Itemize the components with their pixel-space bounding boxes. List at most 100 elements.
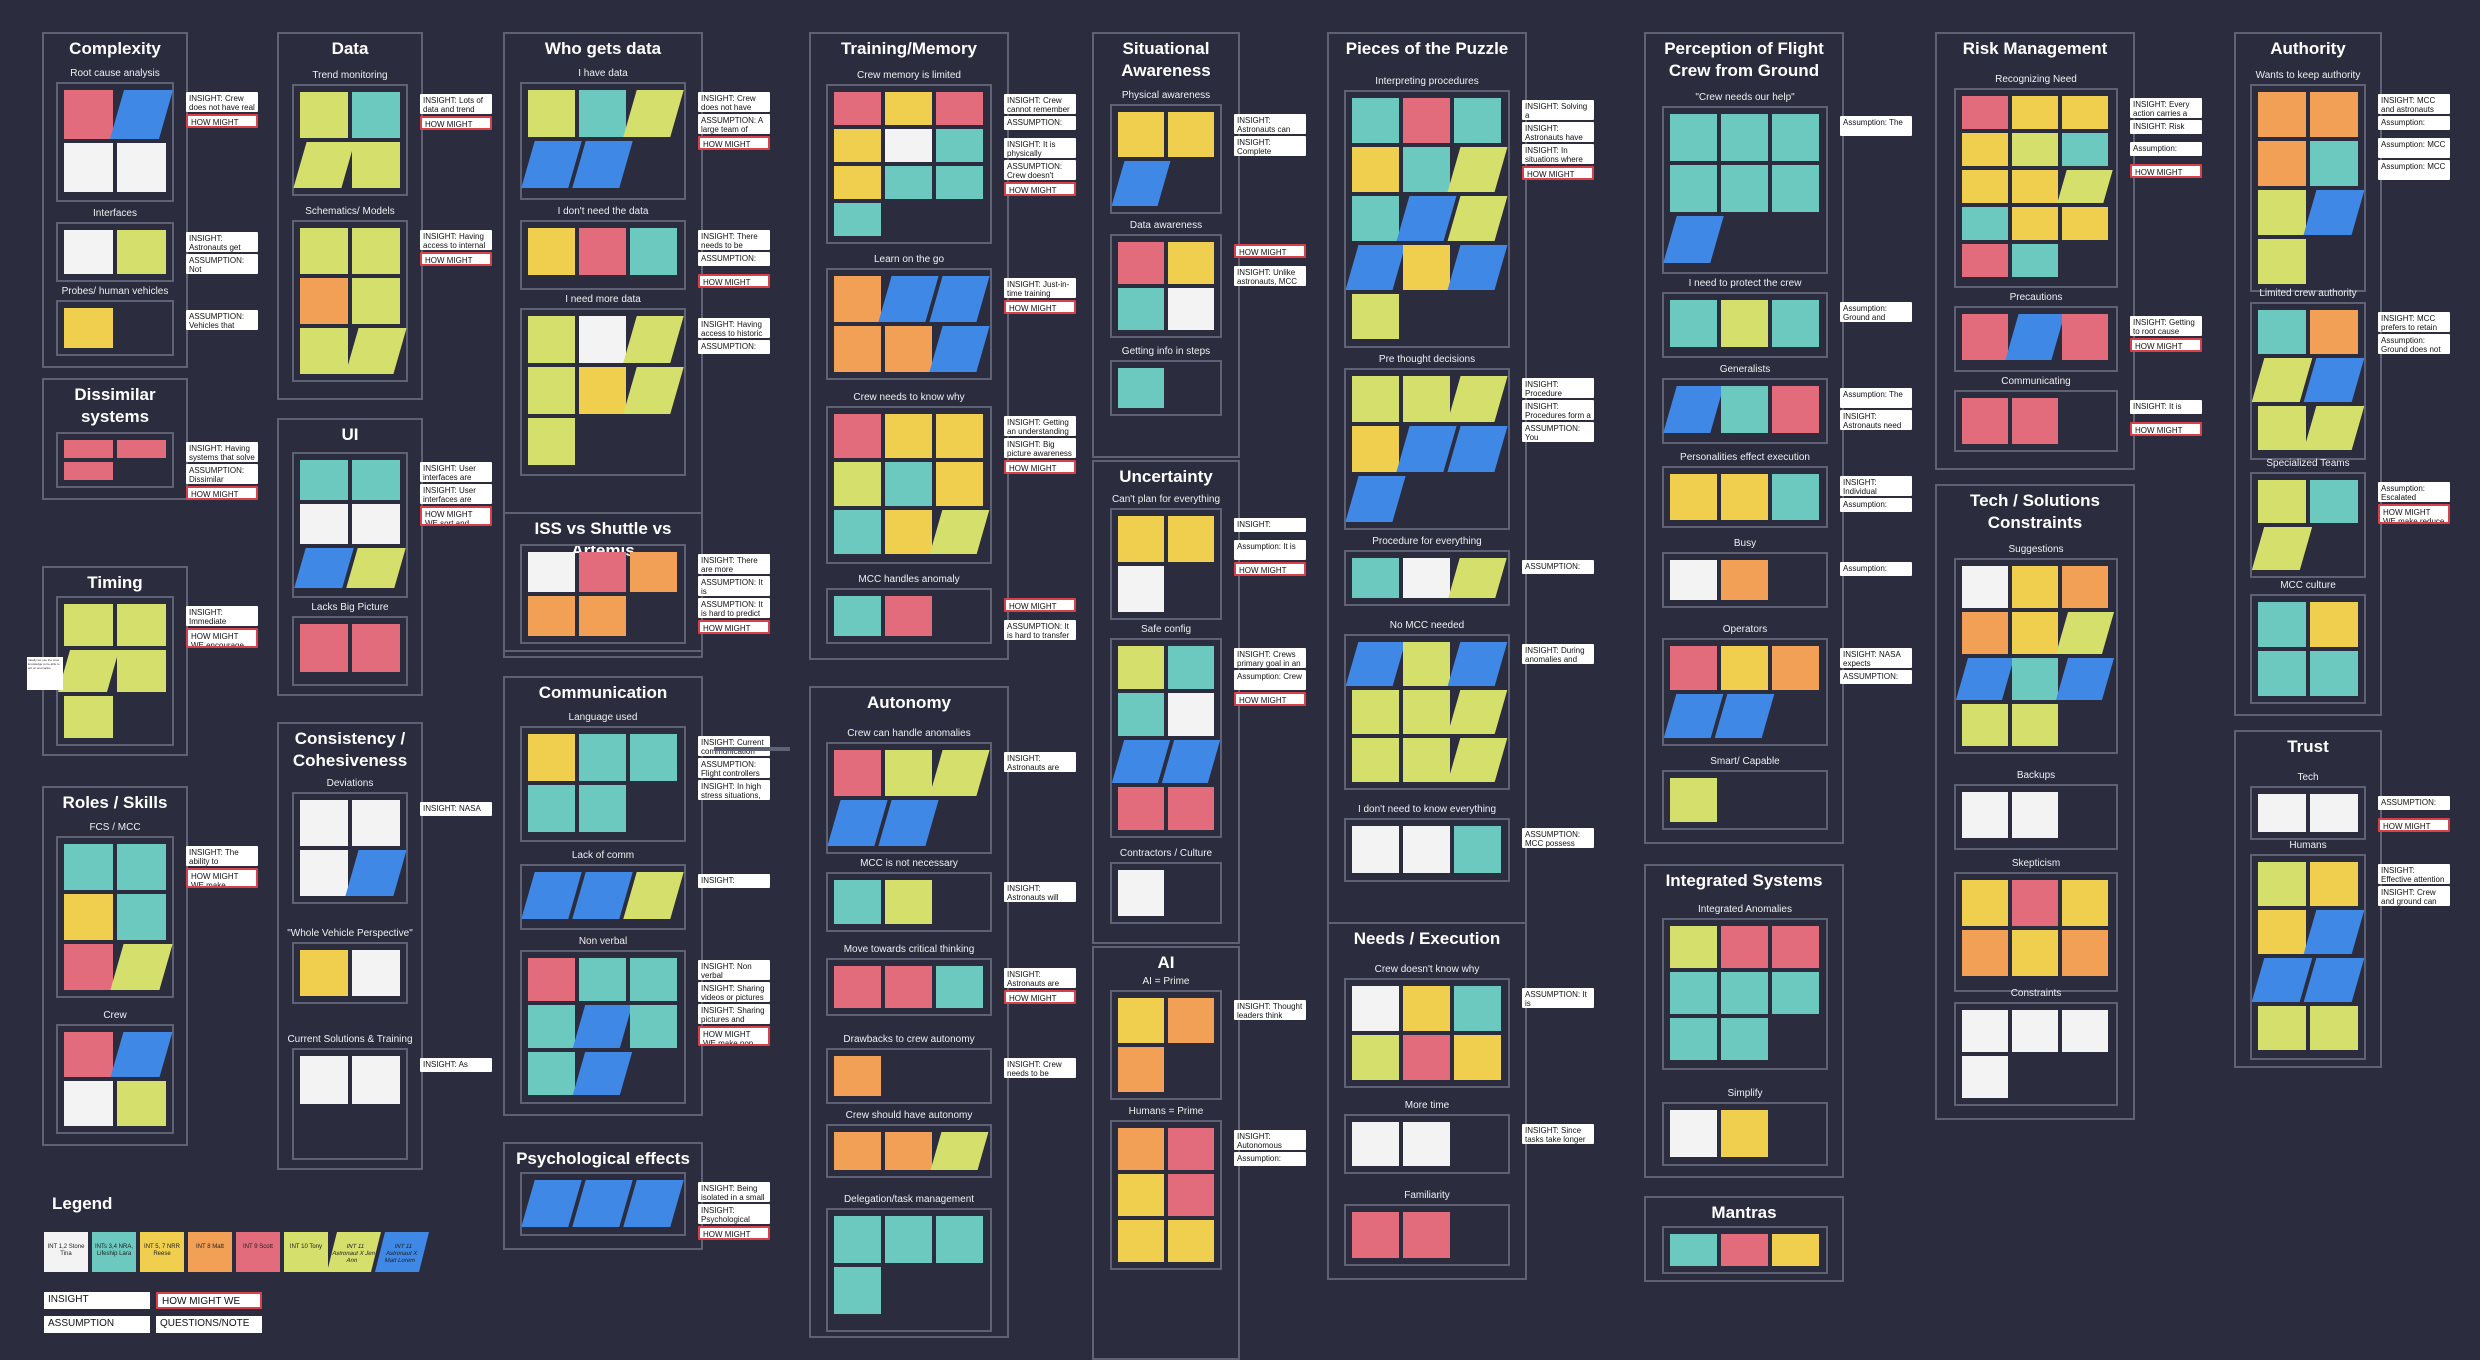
sticky-note[interactable]	[1118, 1174, 1164, 1216]
sticky-note[interactable]	[1772, 926, 1819, 968]
sticky-note[interactable]	[1721, 386, 1768, 433]
sticky-note[interactable]	[579, 228, 626, 275]
sticky-note[interactable]	[64, 90, 113, 139]
sticky-note[interactable]	[1168, 242, 1214, 284]
sticky-note[interactable]	[834, 750, 881, 796]
sticky-note[interactable]	[1721, 560, 1768, 600]
sticky-note[interactable]	[1403, 147, 1450, 192]
sticky-note[interactable]	[1118, 787, 1164, 830]
sticky-note[interactable]	[1118, 368, 1164, 408]
sticky-note[interactable]	[528, 228, 575, 275]
sticky-note[interactable]	[1962, 704, 2008, 746]
sticky-note[interactable]	[300, 228, 348, 274]
sticky-note[interactable]	[1772, 386, 1819, 433]
sticky-note[interactable]	[834, 1267, 881, 1314]
sticky-note[interactable]	[64, 844, 113, 890]
sticky-note[interactable]	[1962, 566, 2008, 608]
sticky-note[interactable]	[2310, 862, 2358, 906]
sticky-note[interactable]	[300, 950, 348, 996]
sticky-note[interactable]	[1168, 112, 1214, 157]
sticky-note[interactable]	[2258, 602, 2306, 647]
sticky-note[interactable]	[1403, 986, 1450, 1031]
sticky-note[interactable]	[1403, 558, 1450, 598]
sticky-note[interactable]	[630, 734, 677, 781]
sticky-note[interactable]	[64, 308, 113, 348]
sticky-note[interactable]	[1352, 196, 1399, 241]
sticky-note[interactable]	[936, 92, 983, 125]
sticky-note[interactable]	[300, 850, 348, 896]
sticky-note[interactable]	[2258, 310, 2306, 354]
sticky-note[interactable]	[2258, 910, 2306, 954]
sticky-note[interactable]	[2012, 1010, 2058, 1052]
sticky-note[interactable]	[2062, 207, 2108, 240]
sticky-note[interactable]	[1118, 693, 1164, 736]
sticky-note[interactable]	[1962, 930, 2008, 976]
sticky-note[interactable]	[117, 230, 166, 274]
sticky-note[interactable]	[1670, 1234, 1717, 1266]
sticky-note[interactable]	[352, 278, 400, 324]
sticky-note[interactable]	[834, 966, 881, 1008]
sticky-note[interactable]	[1403, 642, 1450, 686]
sticky-note[interactable]	[300, 328, 348, 374]
sticky-note[interactable]	[2012, 658, 2058, 700]
sticky-note[interactable]	[1962, 1010, 2008, 1052]
sticky-note[interactable]	[300, 504, 348, 544]
sticky-note[interactable]	[1403, 1035, 1450, 1080]
sticky-note[interactable]	[1168, 1128, 1214, 1170]
sticky-note[interactable]	[1721, 1110, 1768, 1157]
sticky-note[interactable]	[1352, 1035, 1399, 1080]
sticky-note[interactable]	[2310, 602, 2358, 647]
sticky-note[interactable]	[352, 624, 400, 672]
sticky-note[interactable]	[1670, 1018, 1717, 1060]
sticky-note[interactable]	[579, 958, 626, 1001]
sticky-note[interactable]	[1352, 147, 1399, 192]
sticky-note[interactable]	[1772, 646, 1819, 690]
sticky-note[interactable]	[1772, 165, 1819, 212]
sticky-note[interactable]	[2062, 133, 2108, 166]
sticky-note[interactable]	[1721, 972, 1768, 1014]
sticky-note[interactable]	[528, 596, 575, 636]
sticky-note[interactable]	[528, 1005, 575, 1048]
sticky-note[interactable]	[300, 624, 348, 672]
sticky-note[interactable]	[1721, 1234, 1768, 1266]
sticky-note[interactable]	[64, 440, 113, 458]
sticky-note[interactable]	[2310, 1006, 2358, 1050]
sticky-note[interactable]	[1352, 98, 1399, 143]
sticky-note[interactable]	[1403, 826, 1450, 873]
sticky-note[interactable]	[64, 230, 113, 274]
sticky-note[interactable]	[1721, 165, 1768, 212]
sticky-note[interactable]	[1118, 566, 1164, 612]
sticky-note[interactable]	[1352, 558, 1399, 598]
sticky-note[interactable]	[936, 166, 983, 199]
sticky-note[interactable]	[1118, 1220, 1164, 1262]
sticky-note[interactable]	[630, 552, 677, 592]
sticky-note[interactable]	[1962, 880, 2008, 926]
sticky-note[interactable]	[1721, 926, 1768, 968]
sticky-note[interactable]	[1454, 1035, 1501, 1080]
sticky-note[interactable]	[2012, 704, 2058, 746]
sticky-note[interactable]	[117, 894, 166, 940]
sticky-note[interactable]	[579, 596, 626, 636]
sticky-note[interactable]	[579, 316, 626, 363]
sticky-note[interactable]	[1670, 1110, 1717, 1157]
sticky-note[interactable]	[1118, 516, 1164, 562]
sticky-note[interactable]	[64, 944, 113, 990]
sticky-note[interactable]	[885, 462, 932, 506]
sticky-note[interactable]	[2062, 314, 2108, 360]
sticky-note[interactable]	[1352, 1212, 1399, 1258]
sticky-note[interactable]	[117, 143, 166, 192]
sticky-note[interactable]	[885, 414, 932, 458]
sticky-note[interactable]	[528, 316, 575, 363]
sticky-note[interactable]	[1403, 1122, 1450, 1166]
sticky-note[interactable]	[2310, 92, 2358, 137]
sticky-note[interactable]	[117, 844, 166, 890]
sticky-note[interactable]	[352, 1056, 400, 1104]
sticky-note[interactable]	[352, 950, 400, 996]
sticky-note[interactable]	[579, 90, 626, 137]
sticky-note[interactable]	[579, 734, 626, 781]
sticky-note[interactable]	[885, 1132, 932, 1170]
sticky-note[interactable]	[1962, 612, 2008, 654]
sticky-note[interactable]	[1352, 426, 1399, 472]
sticky-note[interactable]	[885, 880, 932, 924]
sticky-note[interactable]	[528, 418, 575, 465]
